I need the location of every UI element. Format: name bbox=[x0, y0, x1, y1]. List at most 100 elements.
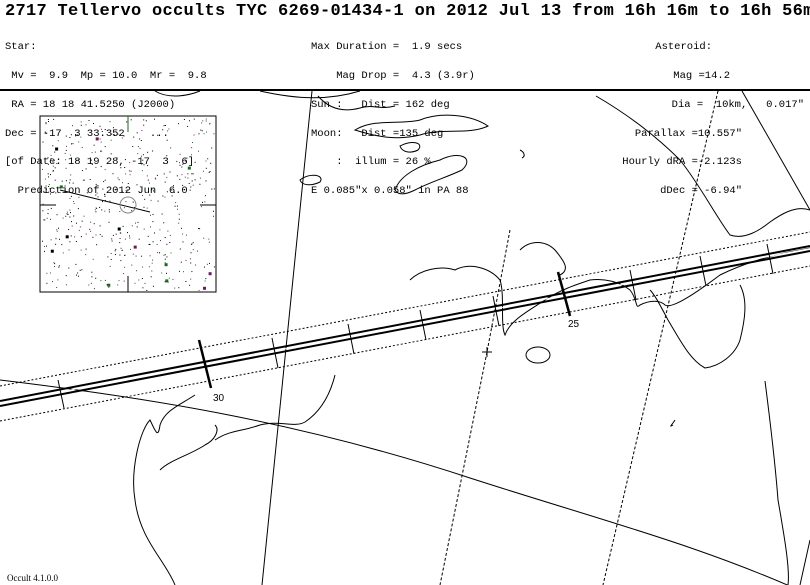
star-dot bbox=[70, 134, 72, 136]
star-dot bbox=[44, 178, 46, 180]
time-tick bbox=[492, 295, 500, 327]
star-dot bbox=[213, 188, 215, 190]
star-dot bbox=[89, 228, 91, 230]
star-dot bbox=[99, 225, 101, 227]
star-dot bbox=[95, 277, 97, 279]
star-dot bbox=[111, 133, 113, 135]
star-dot bbox=[55, 238, 57, 240]
star-dot bbox=[135, 222, 136, 224]
star-dot bbox=[43, 190, 45, 192]
star-dot bbox=[120, 167, 122, 169]
star-dot bbox=[52, 161, 54, 163]
star-dot bbox=[189, 120, 190, 122]
star-dot bbox=[75, 263, 77, 265]
star-dot bbox=[68, 267, 70, 269]
star-dot bbox=[169, 234, 171, 236]
star-dot bbox=[54, 266, 55, 267]
path-outer-limit-north bbox=[0, 231, 810, 387]
star-dot bbox=[151, 270, 153, 272]
star-dot bbox=[150, 199, 152, 201]
star-dot bbox=[126, 121, 128, 123]
star-dot bbox=[104, 194, 106, 196]
star-dot bbox=[121, 137, 123, 139]
star-dot bbox=[118, 280, 120, 282]
star-dot bbox=[176, 175, 178, 177]
star-dot bbox=[202, 201, 203, 203]
star-dot bbox=[181, 227, 182, 229]
star-dot bbox=[187, 166, 191, 170]
parallel-line bbox=[0, 379, 789, 585]
star-dot bbox=[139, 138, 141, 140]
star-dot bbox=[159, 252, 160, 254]
star-info: Star: Mv = 9.9 Mp = 10.0 Mr = 9.8 RA = 1… bbox=[5, 24, 207, 216]
star-dot bbox=[133, 136, 135, 138]
star-dot bbox=[88, 120, 90, 121]
star-dot bbox=[110, 153, 112, 155]
star-dot bbox=[190, 278, 192, 280]
star-dot bbox=[115, 233, 117, 235]
star-dot bbox=[44, 250, 45, 252]
star-dot bbox=[185, 259, 187, 261]
star-dot bbox=[152, 241, 154, 243]
star-dot bbox=[123, 135, 125, 137]
star-dot bbox=[192, 142, 193, 143]
star-dot bbox=[148, 266, 150, 268]
star-dot bbox=[69, 209, 71, 211]
star-dot bbox=[65, 215, 67, 217]
star-dot bbox=[59, 185, 63, 189]
star-dot bbox=[155, 178, 157, 180]
star-dot bbox=[143, 164, 145, 166]
star-dot bbox=[179, 162, 180, 164]
star-heading: Star: bbox=[5, 41, 37, 54]
star-dot bbox=[102, 201, 103, 203]
star-dot bbox=[97, 196, 99, 198]
page-title: 2717 Tellervo occults TYC 6269-01434-1 o… bbox=[5, 2, 810, 21]
coastline bbox=[159, 424, 218, 471]
star-dot bbox=[69, 216, 71, 218]
star-dot bbox=[119, 242, 121, 244]
star-dot bbox=[174, 287, 176, 289]
star-dot bbox=[208, 171, 210, 173]
star-dot bbox=[95, 194, 97, 196]
island-coastline bbox=[399, 142, 421, 153]
hourly-dra: Hourly dRA =-2.123s bbox=[622, 156, 742, 169]
star-dot bbox=[89, 179, 91, 180]
star-dot bbox=[71, 221, 72, 223]
star-dot bbox=[48, 186, 50, 187]
star-dot bbox=[176, 205, 178, 207]
star-dot bbox=[93, 288, 95, 290]
star-dot bbox=[170, 147, 172, 149]
star-dot bbox=[76, 134, 78, 136]
star-dot bbox=[190, 252, 192, 254]
star-dot bbox=[164, 196, 166, 198]
star-dot bbox=[205, 278, 207, 280]
star-dot bbox=[100, 150, 102, 152]
star-dot bbox=[138, 279, 140, 281]
star-dot bbox=[79, 226, 81, 228]
star-dot bbox=[131, 264, 133, 266]
star-dot bbox=[149, 182, 150, 184]
star-dot bbox=[189, 284, 191, 286]
star-dot bbox=[203, 237, 205, 239]
star-dot bbox=[72, 143, 74, 145]
star-dot bbox=[99, 125, 101, 127]
star-dot bbox=[141, 278, 143, 279]
star-dot bbox=[179, 153, 181, 155]
star-dot bbox=[191, 180, 193, 182]
star-dot bbox=[189, 189, 191, 191]
star-dot bbox=[54, 167, 56, 169]
star-dot bbox=[131, 210, 133, 212]
star-dot bbox=[115, 248, 117, 250]
star-dot bbox=[85, 233, 87, 235]
star-dot bbox=[129, 235, 130, 237]
star-dot bbox=[148, 244, 150, 245]
star-dot bbox=[94, 209, 96, 211]
star-dot bbox=[149, 194, 151, 196]
star-dot bbox=[182, 189, 184, 191]
star-dot bbox=[184, 160, 186, 162]
star-dot bbox=[138, 238, 140, 240]
star-dot bbox=[73, 201, 74, 202]
star-dot bbox=[143, 124, 145, 126]
star-dot bbox=[213, 210, 214, 212]
star-dot bbox=[133, 245, 137, 249]
